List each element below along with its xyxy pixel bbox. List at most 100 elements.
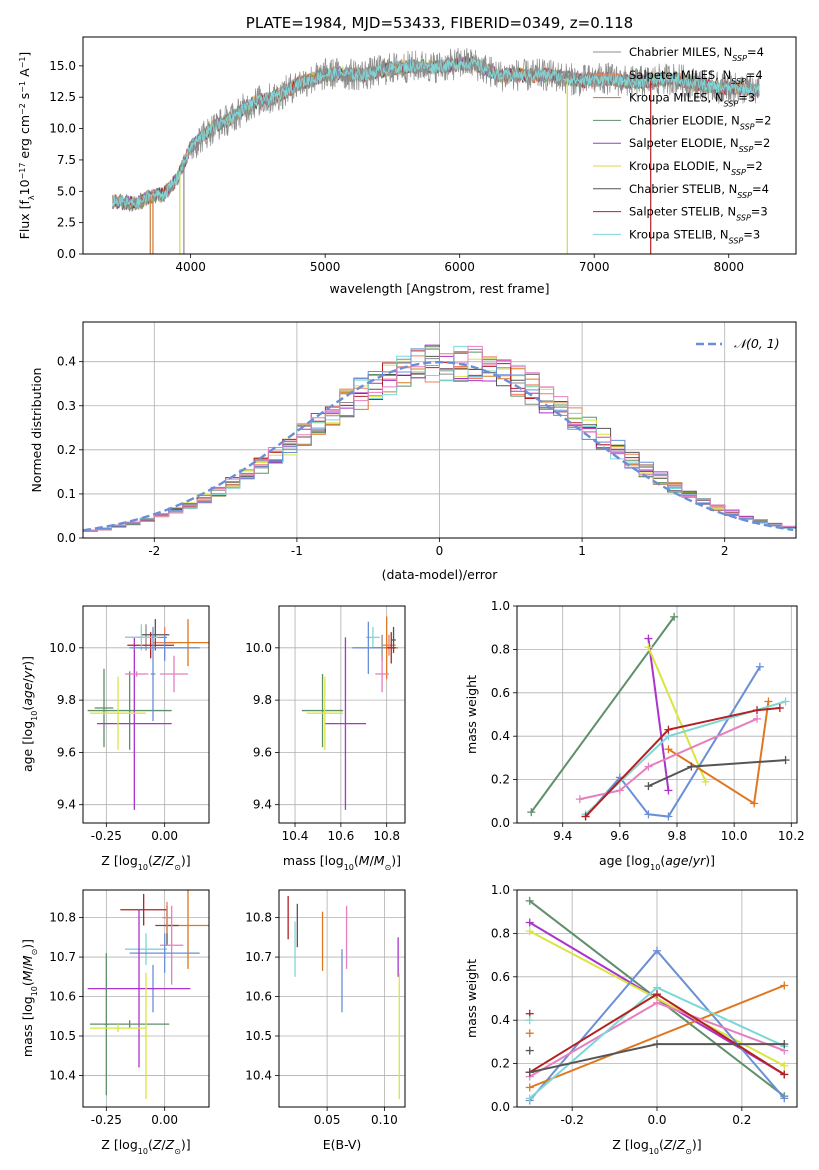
plot-frame [278, 605, 406, 824]
x-tick-label: 10.8 [373, 829, 400, 843]
series-line [647, 646, 707, 783]
legend-entry: Kroupa STELIB, NSSP=3 [629, 227, 760, 245]
y-tick-label: 9.8 [253, 693, 272, 707]
y-tick-label: 2.5 [57, 216, 76, 230]
series-line [579, 717, 758, 801]
x-tick-label: 0.0 [647, 1113, 666, 1127]
error-bars [287, 895, 400, 1100]
x-tick-label: 6000 [444, 260, 475, 274]
x-tick-label: 10.0 [721, 829, 748, 843]
series-line [647, 759, 786, 788]
y-tick-label: 10.0 [49, 641, 76, 655]
x-axis-label: E(B-V) [323, 1137, 362, 1152]
x-tick-label: 10.2 [778, 829, 805, 843]
x-tick-label: 0 [436, 544, 444, 558]
plot-frame [82, 321, 797, 539]
x-axis-label: Z [log10(Z/Z⊙)] [101, 1137, 190, 1156]
y-tick-label: 9.4 [57, 798, 76, 812]
y-tick-label: 1.0 [491, 883, 510, 897]
y-tick-label: 10.6 [245, 990, 272, 1004]
y-tick-label: 0.2 [491, 1057, 510, 1071]
y-tick-label: 10.8 [245, 911, 272, 925]
plot-frame [82, 605, 210, 824]
chart-title: PLATE=1984, MJD=53433, FIBERID=0349, z=0… [246, 14, 633, 32]
y-axis-label: Normed distribution [29, 368, 44, 493]
legend-entry: Chabrier STELIB, NSSP=4 [629, 182, 769, 200]
x-tick-label: 0.05 [314, 1113, 341, 1127]
legend-entry: Salpeter MILES, NSSP=4 [629, 68, 763, 86]
data-line [112, 48, 760, 212]
y-tick-label: 0.2 [491, 773, 510, 787]
y-axis-label: age [log10(age/yr)] [20, 656, 39, 772]
legend-entry: Salpeter STELIB, NSSP=3 [629, 205, 768, 223]
y-tick-label: 0.3 [57, 399, 76, 413]
y-axis-label: mass weight [464, 675, 479, 754]
x-tick-label: 5000 [310, 260, 341, 274]
y-axis-label: Flux [fλ10−17 erg cm−2 s−1 A−1] [17, 52, 36, 240]
y-tick-label: 0.0 [57, 531, 76, 545]
y-tick-label: 12.5 [49, 90, 76, 104]
plot-frame [82, 36, 797, 255]
x-tick-label: 7000 [579, 260, 610, 274]
y-tick-label: 0.4 [57, 355, 76, 369]
mass-vs-EBV-panel: 0.05 0.10 10.4 10.5 10.6 10.7 10.8 E(B-V) [245, 889, 406, 1152]
y-tick-label: 10.7 [49, 950, 76, 964]
y-tick-label: 0.8 [491, 642, 510, 656]
histogram [83, 345, 796, 538]
spectrum-lines [112, 48, 761, 254]
x-tick-label: 10.6 [327, 829, 354, 843]
y-tick-label: 9.8 [57, 693, 76, 707]
y-tick-label: 5.0 [57, 184, 76, 198]
y-tick-label: 0.1 [57, 487, 76, 501]
y-tick-label: 10.0 [245, 641, 272, 655]
plot-frame [516, 889, 798, 1108]
residuals-panel: -2 -1 0 1 2 0.0 0.1 0.2 0.3 0.4 (data-model)/error… [29, 321, 797, 582]
legend-entry: Chabrier ELODIE, NSSP=2 [629, 113, 771, 130]
normal-curve [83, 360, 794, 532]
model-line [112, 58, 761, 209]
y-tick-label: 0.0 [57, 247, 76, 261]
x-tick-label: -0.25 [91, 1113, 122, 1127]
plot-frame [82, 889, 210, 1108]
x-tick-label: -0.25 [91, 829, 122, 843]
y-tick-label: 10.0 [49, 122, 76, 136]
age-vs-Z-panel: -0.25 0.00 9.4 9.6 9.8 10.0 Z [log10(Z/Z⊙)] age… [20, 605, 210, 872]
y-tick-label: 10.7 [245, 950, 272, 964]
legend-entry: 𝒩(0, 1) [734, 336, 780, 351]
y-tick-label: 0.8 [491, 926, 510, 940]
legend-entry: Kroupa MILES, NSSP=3 [629, 91, 755, 109]
y-tick-label: 10.4 [49, 1068, 76, 1082]
y-tick-label: 0.0 [491, 1100, 510, 1114]
x-tick-label: 0.00 [151, 829, 178, 843]
legend-entry: Salpeter ELODIE, NSSP=2 [629, 136, 770, 154]
age-vs-mass-panel: 10.4 10.6 10.8 9.4 9.6 9.8 10.0 mass [log10(M/M… [245, 605, 406, 872]
x-axis-label: age [log10(age/yr)] [599, 853, 715, 872]
y-tick-label: 0.4 [491, 1013, 510, 1027]
y-tick-label: 10.5 [245, 1029, 272, 1043]
mass-vs-Z-panel: -0.25 0.00 10.4 10.5 10.6 10.7 10.8 Z [log10(Z/… [20, 889, 210, 1156]
x-axis-label: (data-model)/error [382, 567, 499, 582]
spectrum-panel: 4000 5000 6000 7000 8000 0.0 2.5 5.0 7.5 10.0 12.5… [17, 14, 797, 296]
legend-entry: Kroupa ELODIE, NSSP=2 [629, 159, 763, 177]
y-tick-label: 10.4 [245, 1068, 272, 1082]
error-bars [301, 616, 399, 810]
error-bars [87, 619, 209, 810]
plot-frame [278, 889, 406, 1108]
y-tick-label: 15.0 [49, 59, 76, 73]
x-tick-label: 0.10 [371, 1113, 398, 1127]
plot-frame [516, 605, 798, 824]
series-line [529, 984, 785, 1089]
x-tick-label: 10.4 [282, 829, 309, 843]
y-tick-label: 0.6 [491, 970, 510, 984]
x-tick-label: 0.00 [151, 1113, 178, 1127]
y-tick-label: 10.8 [49, 911, 76, 925]
y-tick-label: 0.2 [57, 443, 76, 457]
y-axis-label: mass weight [464, 959, 479, 1038]
x-axis-label: mass [log10(M/M⊙)] [283, 853, 401, 872]
series-line [667, 701, 770, 806]
y-tick-label: 10.6 [49, 990, 76, 1004]
series-line [530, 616, 675, 813]
y-tick-label: 0.0 [491, 816, 510, 830]
x-tick-label: 8000 [713, 260, 744, 274]
